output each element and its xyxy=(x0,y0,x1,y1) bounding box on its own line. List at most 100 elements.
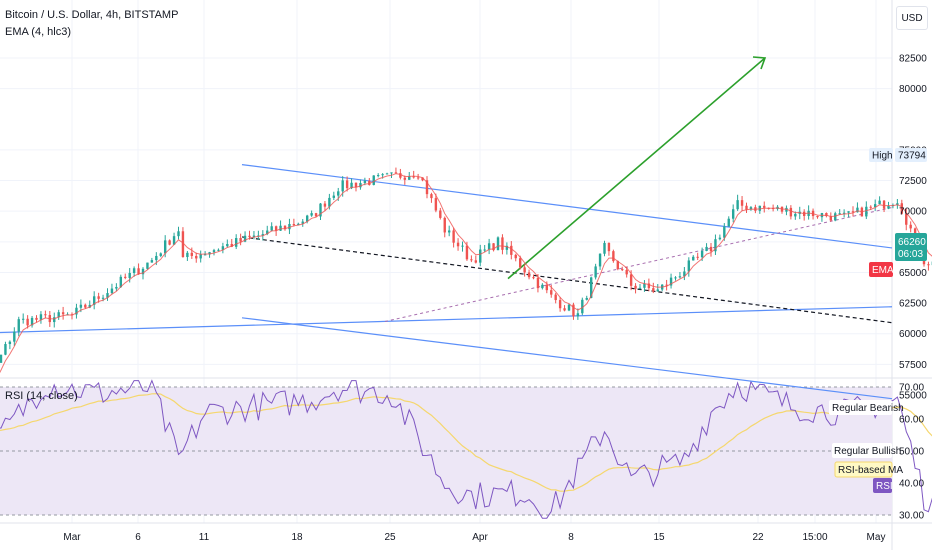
candle-body xyxy=(514,254,517,259)
rsi-legend[interactable]: RSI (14, close) xyxy=(5,390,78,402)
bearish-label: Regular Bearish xyxy=(832,403,904,414)
rsi-tag-label: RSI xyxy=(876,481,893,492)
rsi-tick-label: 70.00 xyxy=(899,383,924,394)
candle-body xyxy=(794,213,797,217)
symbol-title[interactable]: Bitcoin / U.S. Dollar, 4h, BITSTAMP xyxy=(5,9,179,21)
candle-body xyxy=(390,172,393,174)
candle-body xyxy=(79,304,83,308)
candle-body xyxy=(141,268,145,275)
candle-body xyxy=(643,283,646,288)
candle-body xyxy=(496,237,500,251)
last-price-tag xyxy=(895,233,927,261)
arrow-head xyxy=(752,56,767,70)
candle-body xyxy=(146,262,149,269)
candle-body xyxy=(368,180,371,185)
candle-body xyxy=(283,225,287,230)
candle-body xyxy=(243,235,247,242)
candle-body xyxy=(896,203,899,206)
candle-body xyxy=(510,245,513,255)
candle-body xyxy=(416,177,420,179)
drawings xyxy=(0,56,893,400)
dashed-trend-line xyxy=(241,236,893,324)
rsi-ma-tag xyxy=(834,461,893,478)
candle-body xyxy=(474,260,478,263)
time-axis[interactable]: Mar 6 11 18 25 Apr 8 15 22 15:00 May xyxy=(63,532,885,543)
candle-body xyxy=(57,312,60,318)
candle-body xyxy=(865,206,868,217)
price-axis[interactable]: 5500057500600006250065000675007000072500… xyxy=(899,54,927,522)
last-price: 66260 xyxy=(898,237,926,248)
candle-body xyxy=(621,269,624,271)
time-tick-label: 25 xyxy=(384,532,396,543)
candle-body xyxy=(106,293,109,298)
candle-body xyxy=(341,180,344,192)
candle-body xyxy=(851,211,855,213)
candle-body xyxy=(727,218,730,227)
candle-body xyxy=(305,215,309,222)
candle-body xyxy=(638,287,642,289)
candle-body xyxy=(208,252,211,255)
candle-body xyxy=(13,331,16,342)
candle-body xyxy=(656,289,659,292)
candle-body xyxy=(172,236,176,245)
rsi-tick-label: 30.00 xyxy=(899,511,924,522)
candle-body xyxy=(527,272,531,278)
candle-body xyxy=(212,250,216,253)
candle-body xyxy=(119,276,123,287)
candle-body xyxy=(115,286,118,289)
candle-body xyxy=(447,230,451,233)
candle-body xyxy=(0,354,3,363)
candle-body xyxy=(226,243,229,247)
candle-body xyxy=(61,312,65,315)
candle-body xyxy=(319,203,322,217)
rsi-line xyxy=(0,379,932,519)
ema-tag xyxy=(869,262,893,277)
candle-body xyxy=(203,254,207,256)
candle-body xyxy=(789,207,793,217)
candle-body xyxy=(616,261,620,270)
currency-button[interactable]: USD xyxy=(896,6,928,30)
candle-body xyxy=(354,182,358,188)
candle-body xyxy=(647,283,651,289)
candle-body xyxy=(217,249,220,251)
candle-body xyxy=(412,176,415,178)
countdown: 06:03 xyxy=(898,249,923,260)
candle-body xyxy=(328,197,331,207)
candle-body xyxy=(723,226,726,238)
candle-body xyxy=(190,252,194,256)
bearish-label-bg xyxy=(829,400,892,415)
ema-tag-label: EMA xyxy=(872,265,894,276)
candle-body xyxy=(785,207,788,212)
candle-body xyxy=(465,245,469,260)
candle-body xyxy=(314,213,318,217)
price-tick-label: 80000 xyxy=(899,84,927,95)
candle-body xyxy=(110,288,114,294)
candle-body xyxy=(8,341,12,345)
candle-body xyxy=(629,274,633,286)
rsi-ma-line xyxy=(0,393,932,492)
ema-legend[interactable]: EMA (4, hlc3) xyxy=(5,26,72,38)
candle-body xyxy=(758,205,762,211)
candle-body xyxy=(505,245,509,250)
candle-body xyxy=(376,175,380,177)
candle-body xyxy=(234,238,238,247)
time-tick-label: 15 xyxy=(653,532,665,543)
candle-body xyxy=(536,277,540,289)
candle-body xyxy=(745,205,748,210)
candle-body xyxy=(4,344,7,355)
candle-body xyxy=(740,200,744,206)
candle-body xyxy=(652,288,655,292)
candle-body xyxy=(838,213,841,215)
time-tick-label: 22 xyxy=(752,532,764,543)
candle-body xyxy=(301,221,304,224)
candle-body xyxy=(847,211,850,213)
candle-body xyxy=(501,237,504,250)
candle-body xyxy=(563,308,566,311)
candle-body xyxy=(425,180,429,195)
candle-body xyxy=(92,296,96,305)
candle-body xyxy=(625,269,628,275)
time-tick-label: 11 xyxy=(199,532,210,543)
candle-body xyxy=(17,319,20,332)
